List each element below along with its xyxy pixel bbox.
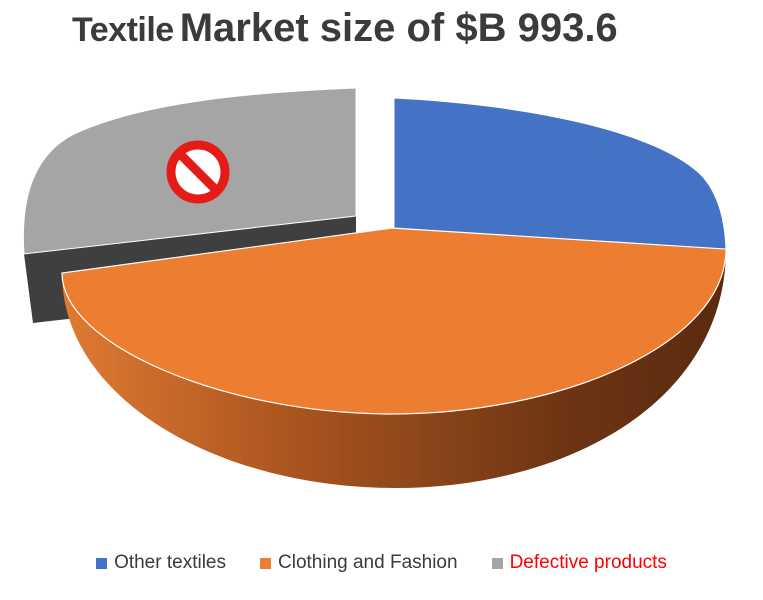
legend-item-other-textiles: Other textiles — [96, 552, 226, 574]
legend-swatch — [260, 557, 271, 569]
legend-item-clothing-and-fashion: Clothing and Fashion — [260, 552, 458, 574]
legend-swatch — [491, 557, 503, 569]
chart-title: Textile Market size of $B 993.6 — [72, 8, 618, 48]
legend-label: Clothing and Fashion — [278, 552, 458, 573]
legend-label: Defective products — [509, 552, 667, 573]
legend-label: Other textiles — [114, 552, 226, 573]
pie-slice-clothing-side — [62, 249, 726, 488]
chart-title-prefix: Textile — [72, 11, 174, 49]
chart-title-main: Market size of $B 993.6 — [179, 6, 618, 50]
pie-slice-clothing-and-fashion — [61, 227, 727, 415]
legend: Other textiles Clothing and Fashion Defe… — [0, 552, 763, 574]
prohibited-icon — [166, 140, 230, 204]
legend-swatch — [96, 557, 108, 569]
pie-slice-other-textiles — [393, 97, 727, 250]
legend-item-defective-products: Defective products — [491, 552, 667, 574]
